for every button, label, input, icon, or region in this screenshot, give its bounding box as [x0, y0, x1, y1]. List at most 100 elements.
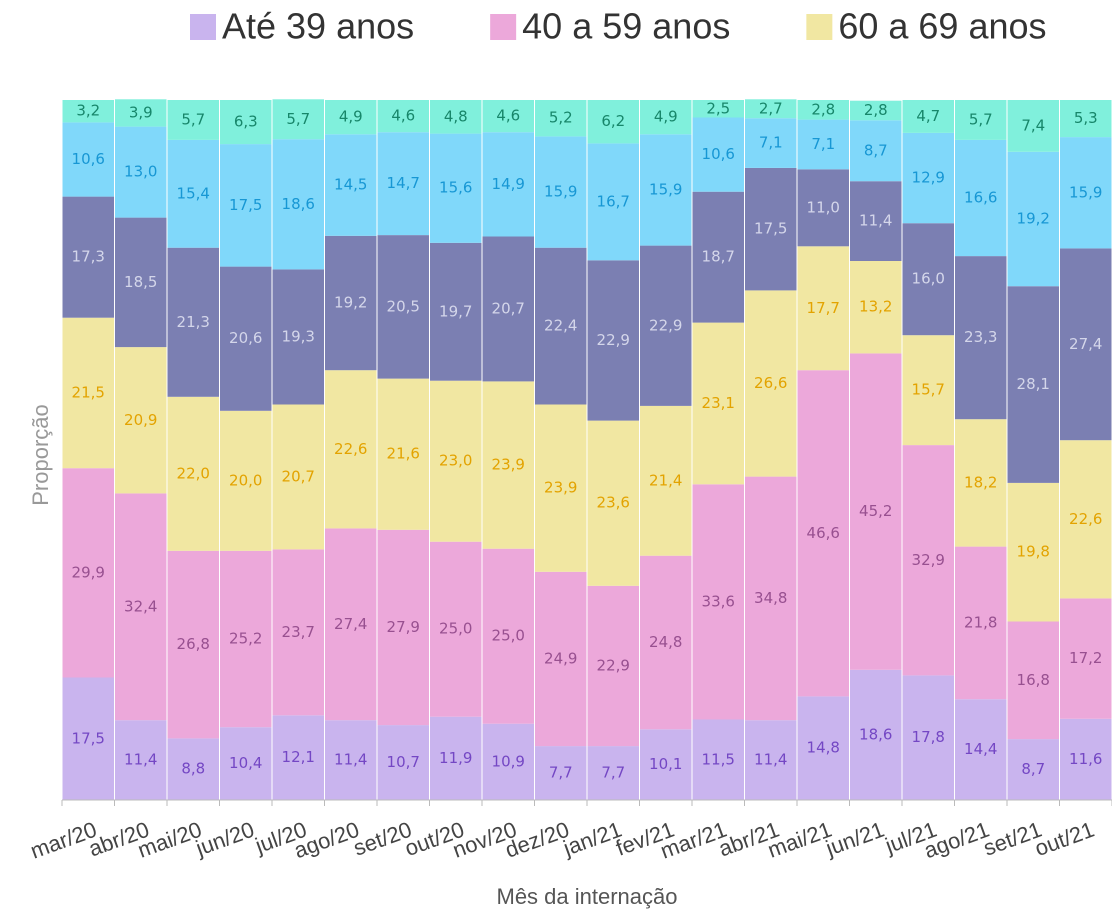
value-label: 46,6: [807, 524, 840, 542]
value-label: 32,4: [124, 597, 157, 615]
value-label: 20,6: [229, 329, 262, 347]
value-label: 14,7: [387, 174, 420, 192]
value-label: 19,7: [439, 302, 472, 320]
value-label: 7,4: [1021, 116, 1045, 134]
bar-segment: [745, 118, 797, 168]
value-label: 23,9: [544, 479, 577, 497]
bar-segment: [430, 380, 482, 542]
value-label: 7,7: [549, 764, 573, 782]
bar-segment: [535, 404, 587, 572]
bar-segment: [902, 335, 954, 446]
value-label: 2,8: [811, 100, 835, 118]
value-label: 11,4: [124, 751, 157, 769]
value-label: 18,6: [859, 725, 892, 743]
bar-segment: [797, 100, 849, 120]
bar-segment: [1060, 718, 1112, 800]
value-label: 8,7: [1021, 760, 1045, 778]
bar-segment: [167, 100, 219, 140]
value-label: 7,7: [601, 764, 625, 782]
bar-segment: [325, 235, 377, 371]
legend-swatch: [190, 14, 216, 40]
bar-segment: [955, 546, 1007, 700]
bar-segment: [850, 261, 902, 354]
bar-segment: [482, 723, 534, 800]
value-label: 16,8: [1017, 671, 1050, 689]
bar-segment: [1060, 248, 1112, 441]
bar-segment: [272, 404, 324, 550]
value-label: 10,4: [229, 754, 262, 772]
bar-segment: [587, 143, 639, 261]
bar-segment: [220, 144, 272, 267]
bar-segment: [587, 100, 639, 144]
value-label: 5,7: [181, 110, 205, 128]
value-label: 10,6: [72, 150, 105, 168]
value-label: 17,2: [1069, 649, 1102, 667]
bar-segment: [587, 420, 639, 586]
value-label: 7,1: [811, 135, 835, 153]
value-label: 11,4: [859, 212, 892, 230]
value-label: 26,8: [177, 635, 210, 653]
bar-segment: [797, 119, 849, 170]
bar-segment: [955, 419, 1007, 547]
bar-segment: [955, 139, 1007, 257]
value-label: 4,6: [391, 107, 415, 125]
value-label: 24,9: [544, 649, 577, 667]
bar-segment: [797, 370, 849, 697]
legend-swatch: [490, 14, 517, 40]
bar-segment: [797, 246, 849, 371]
value-label: 12,9: [912, 169, 945, 187]
y-axis-label: Proporção: [28, 404, 53, 506]
bar-segment: [62, 122, 114, 197]
bar-segment: [640, 555, 692, 730]
value-label: 21,6: [387, 445, 420, 463]
bar-segment: [1060, 137, 1112, 249]
bar-segment: [220, 550, 272, 728]
value-label: 18,6: [282, 195, 315, 213]
value-label: 27,4: [334, 615, 367, 633]
value-label: 27,4: [1069, 335, 1102, 353]
value-label: 4,7: [916, 107, 940, 125]
value-label: 17,5: [229, 196, 262, 214]
bar-segment: [1060, 100, 1112, 138]
value-label: 16,7: [597, 192, 630, 210]
bar-segment: [62, 100, 114, 123]
bar-segment: [482, 236, 534, 382]
value-label: 23,3: [964, 328, 997, 346]
value-label: 21,4: [649, 471, 682, 489]
bar-segment: [377, 132, 429, 236]
value-label: 20,9: [124, 411, 157, 429]
bar-segment: [377, 529, 429, 726]
bar-segment: [1007, 739, 1059, 800]
bar-segment: [745, 476, 797, 721]
bar-segment: [482, 132, 534, 237]
value-label: 17,3: [72, 248, 105, 266]
value-label: 17,5: [754, 220, 787, 238]
value-label: 23,1: [702, 394, 735, 412]
bar-segment: [692, 322, 744, 485]
bar-segment: [640, 245, 692, 406]
value-label: 14,5: [334, 176, 367, 194]
bar-segment: [377, 100, 429, 133]
bar-segment: [62, 468, 114, 678]
bar-segment: [587, 260, 639, 421]
bar-segment: [1007, 151, 1059, 287]
value-label: 8,7: [864, 141, 888, 159]
bar-segment: [902, 223, 954, 336]
bar-segment: [902, 445, 954, 676]
bar-segment: [535, 571, 587, 747]
value-label: 10,1: [649, 755, 682, 773]
value-label: 6,2: [601, 112, 625, 130]
bar-segment: [587, 746, 639, 800]
bar-segment: [62, 677, 114, 800]
value-label: 25,2: [229, 630, 262, 648]
bar-segment: [377, 235, 429, 379]
bar-segment: [797, 169, 849, 247]
value-label: 3,9: [129, 103, 153, 121]
bar-segment: [692, 719, 744, 800]
bar-segment: [902, 132, 954, 224]
value-label: 13,0: [124, 163, 157, 181]
bar-segment: [377, 378, 429, 530]
value-label: 11,0: [807, 198, 840, 216]
value-label: 17,8: [912, 728, 945, 746]
